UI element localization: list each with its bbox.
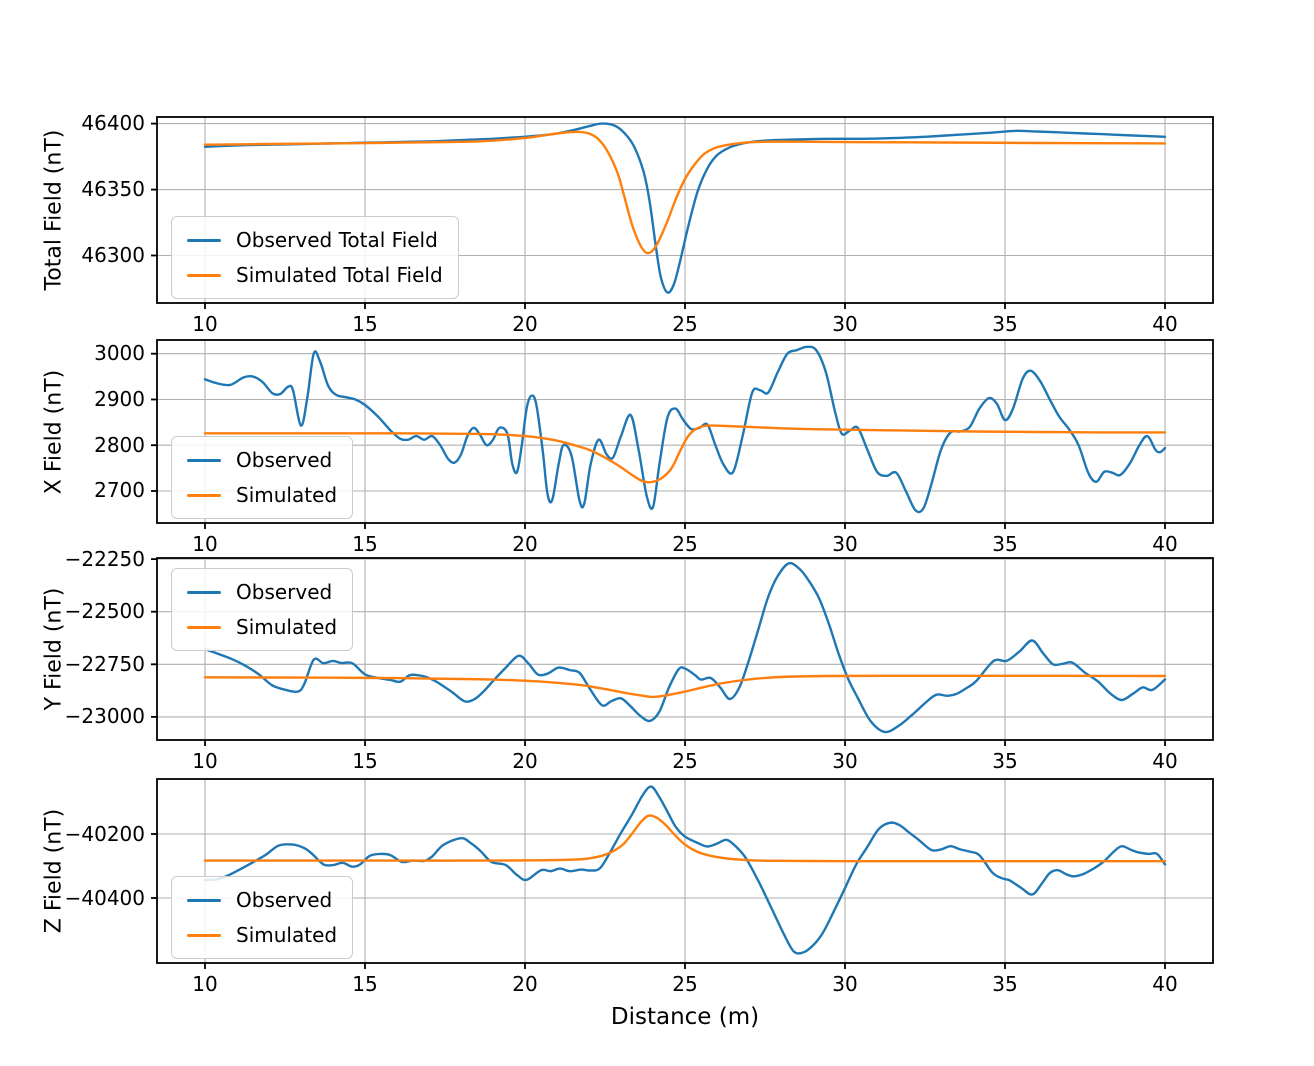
series-observed-x [203, 345, 1167, 514]
y-tick-label: 3000 [94, 341, 145, 366]
panel-x-field: X Field (nT) Observed Simulated 2700 2800 2… [0, 339, 1314, 556]
legend-line-sample [187, 590, 221, 594]
legend-label: Observed Total Field [236, 228, 438, 252]
x-tick-label: 25 [672, 749, 698, 773]
x-tick-label: 35 [992, 749, 1018, 773]
y-tick-label: 2900 [94, 386, 145, 411]
y-tick-label: −22250 [64, 546, 145, 571]
y-tick-label: 2700 [94, 478, 145, 503]
legend-label: Simulated [236, 615, 338, 639]
x-tick-label: 30 [832, 749, 858, 773]
x-axis-title: Distance (m) [610, 1004, 760, 1030]
series-simulated-total [203, 130, 1167, 255]
series-simulated-x [203, 424, 1167, 484]
series-simulated-z [203, 814, 1167, 863]
axes-spine [156, 778, 1214, 964]
legend: Observed Simulated [171, 876, 354, 959]
tick-marks [151, 558, 1166, 746]
axes-spine [156, 339, 1214, 524]
x-tick-label: 10 [192, 312, 218, 336]
series-observed-total [203, 122, 1167, 294]
legend-label: Simulated [236, 483, 338, 507]
legend-item: Observed [187, 887, 337, 913]
legend-item: Observed Total Field [187, 227, 443, 253]
x-tick-label: 35 [992, 312, 1018, 336]
legend-label: Observed [236, 888, 333, 912]
legend-item: Simulated Total Field [187, 262, 443, 288]
legend-line-sample [187, 493, 221, 497]
legend-line-sample [187, 273, 221, 277]
legend-label: Simulated Total Field [236, 263, 443, 287]
series-observed-z [203, 785, 1167, 955]
legend-label: Observed [236, 448, 333, 472]
x-tick-label: 10 [192, 532, 218, 556]
x-tick-label: 20 [512, 312, 538, 336]
plot-area-y-field: Observed Simulated [151, 557, 1214, 746]
x-tick-label: 20 [512, 749, 538, 773]
x-tick-label: 15 [352, 312, 378, 336]
legend-line-sample [187, 238, 221, 242]
plot-canvas [151, 557, 1214, 746]
x-tick-label: 30 [832, 312, 858, 336]
legend: Observed Total Field Simulated Total Fiel… [171, 216, 459, 299]
x-tick-label: 30 [832, 532, 858, 556]
x-tick-label: 30 [832, 972, 858, 996]
y-tick-label: −22750 [64, 651, 145, 676]
legend-label: Observed [236, 580, 333, 604]
y-tick-label: 46400 [81, 111, 145, 136]
legend-label: Simulated [236, 923, 338, 947]
x-tick-label: 40 [1152, 312, 1178, 336]
legend-line-sample [187, 933, 221, 937]
y-tick-label: 46300 [81, 243, 145, 267]
x-tick-label: 25 [672, 312, 698, 336]
panel-z-field: Z Field (nT) Observed Simulated −40400 −40… [0, 778, 1314, 996]
y-tick-label: −40200 [64, 821, 145, 846]
x-tick-label: 25 [672, 532, 698, 556]
x-tick-label: 25 [672, 972, 698, 996]
plot-area-z-field: Observed Simulated [151, 778, 1214, 969]
y-tick-label: −22500 [64, 599, 145, 624]
y-tick-label: 46350 [81, 177, 145, 202]
panel-y-field: Y Field (nT) Observed Simulated −23000 −22… [0, 547, 1314, 773]
legend-item: Simulated [187, 922, 337, 948]
plot-area-total-field: Observed Total Field Simulated Total Fiel… [151, 116, 1214, 309]
legend-item: Observed [187, 447, 337, 473]
x-tick-label: 35 [992, 532, 1018, 556]
legend-item: Observed [187, 579, 337, 605]
x-tick-label: 35 [992, 972, 1018, 996]
legend: Observed Simulated [171, 436, 354, 519]
legend-line-sample [187, 898, 221, 902]
axes-spine [156, 557, 1214, 741]
x-tick-label: 15 [352, 972, 378, 996]
y-tick-label: −40400 [64, 885, 145, 910]
y-tick-label: −23000 [64, 704, 145, 729]
plot-area-x-field: Observed Simulated [151, 339, 1214, 529]
axes-spine [156, 116, 1214, 304]
x-tick-label: 40 [1152, 749, 1178, 773]
x-tick-label: 40 [1152, 532, 1178, 556]
x-tick-label: 40 [1152, 972, 1178, 996]
panel-total-field: Total Field (nT) Observed Total Field Sim… [0, 111, 1314, 336]
y-tick-label: 2800 [94, 432, 145, 457]
legend: Observed Simulated [171, 568, 354, 651]
plot-canvas [151, 116, 1214, 309]
legend-line-sample [187, 625, 221, 629]
tick-marks [151, 122, 1166, 309]
x-tick-label: 15 [352, 749, 378, 773]
legend-item: Simulated [187, 482, 337, 508]
grid-lines [157, 558, 1213, 740]
legend-line-sample [187, 458, 221, 462]
tick-marks [151, 352, 1166, 529]
plot-canvas [151, 778, 1214, 969]
series-simulated-y [203, 674, 1167, 699]
x-tick-label: 10 [192, 972, 218, 996]
x-tick-label: 15 [352, 532, 378, 556]
grid-lines [157, 117, 1213, 303]
legend-item: Simulated [187, 614, 337, 640]
x-tick-label: 20 [512, 972, 538, 996]
tick-marks [151, 833, 1166, 969]
x-tick-label: 20 [512, 532, 538, 556]
x-tick-label: 10 [192, 749, 218, 773]
